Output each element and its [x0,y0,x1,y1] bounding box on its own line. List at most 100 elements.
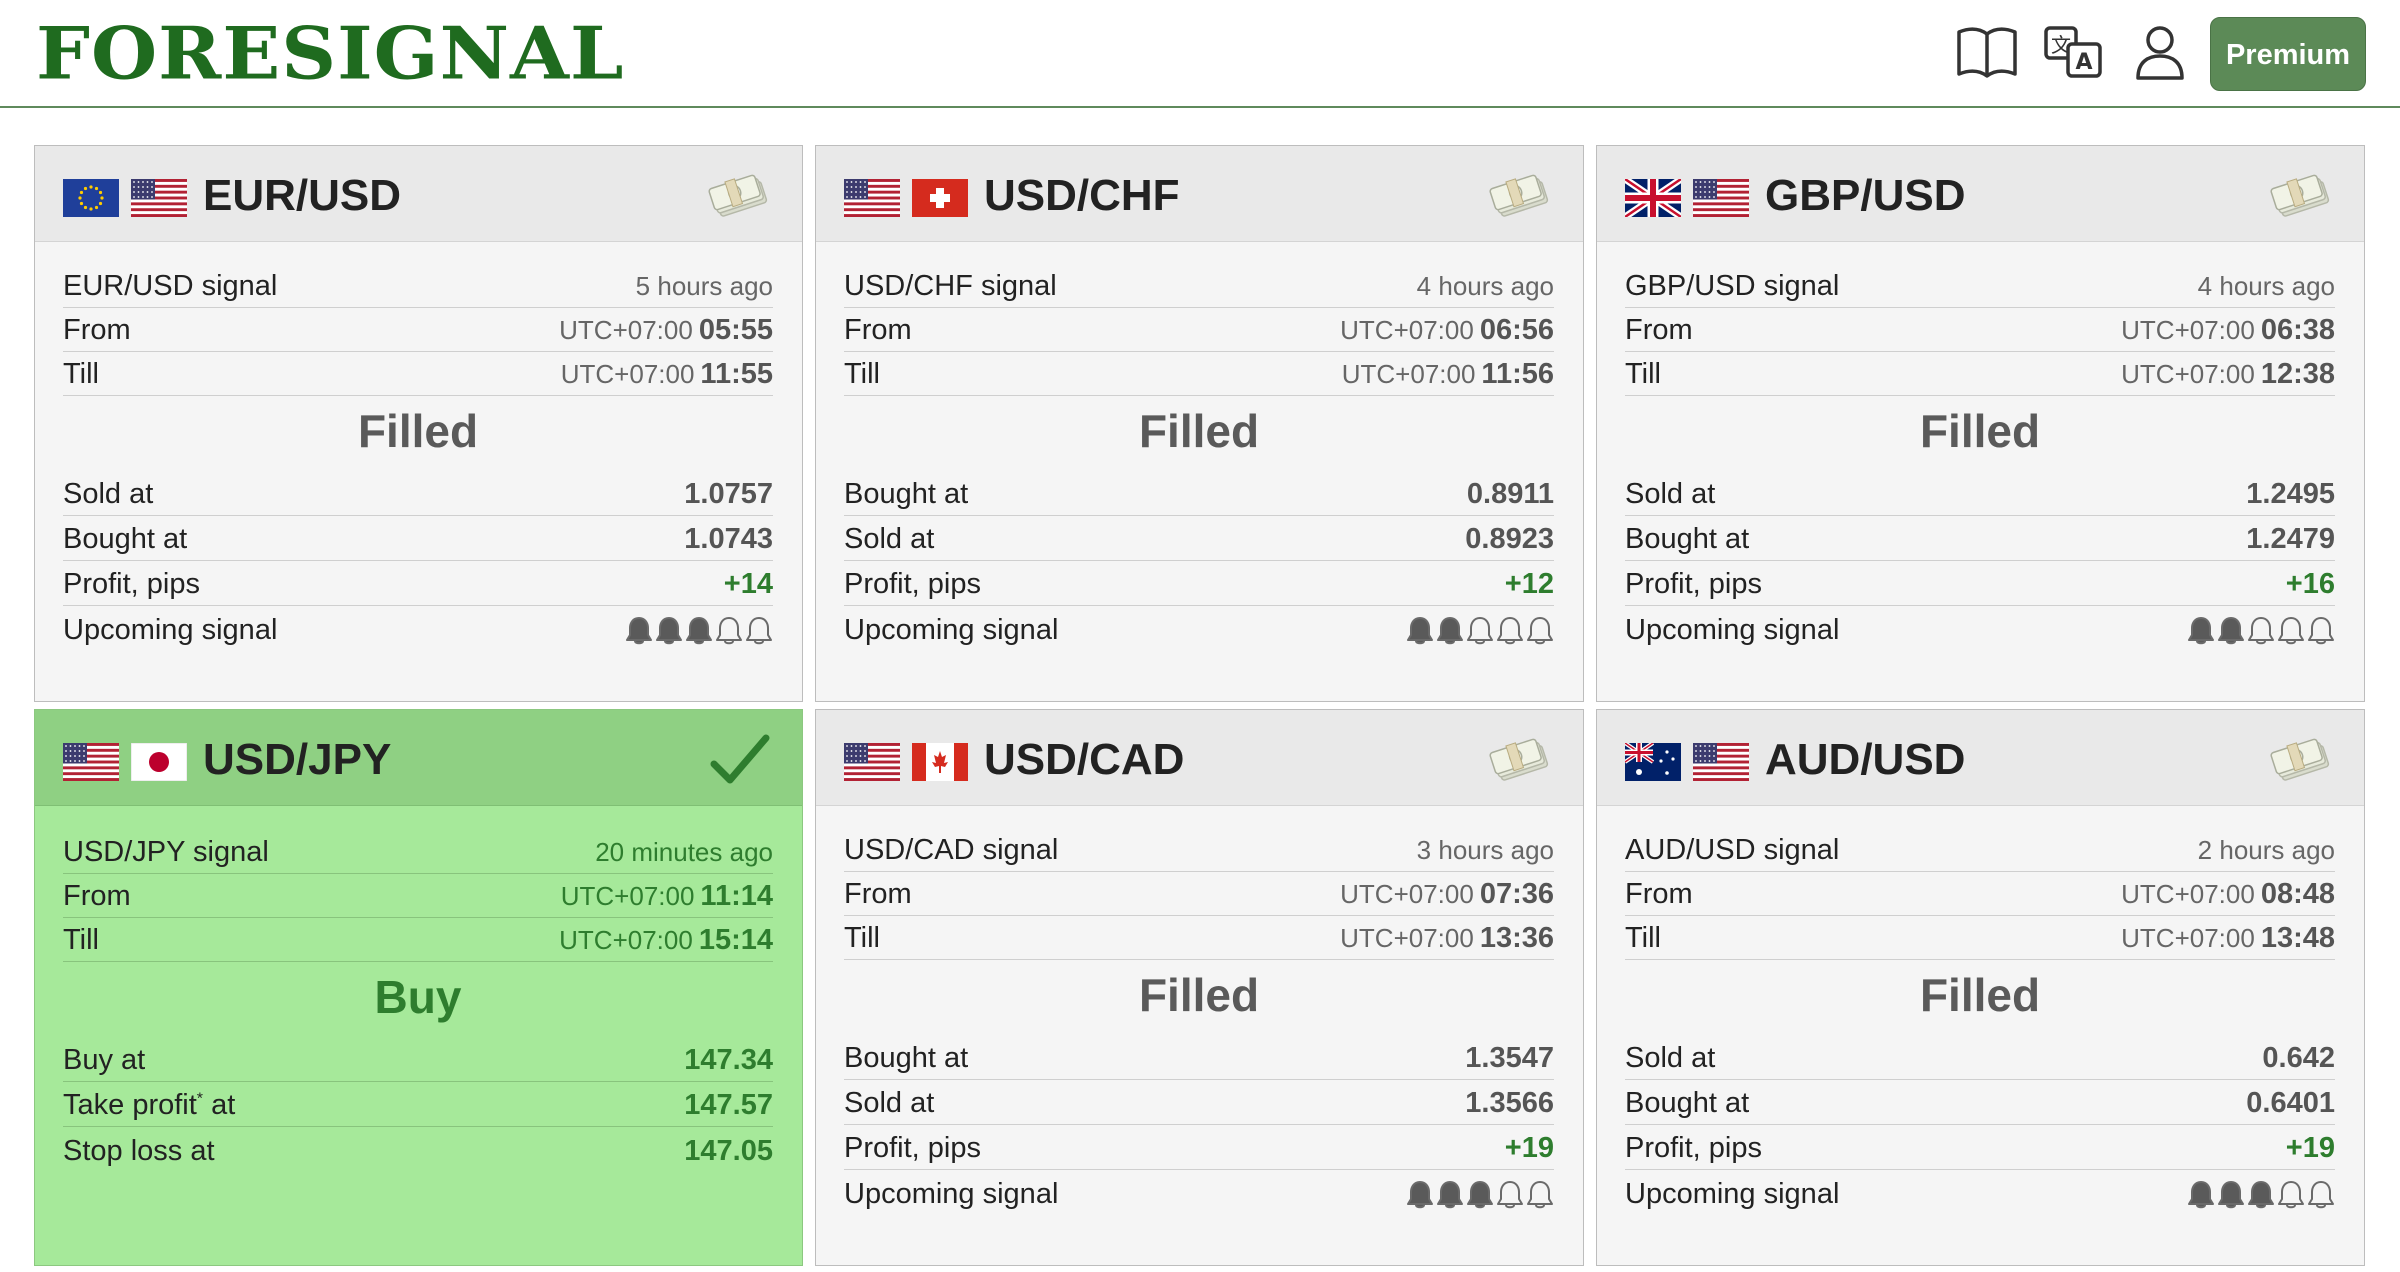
pair-title[interactable]: USD/CAD [984,735,1185,784]
upcoming-signal-meter[interactable] [1406,1179,1554,1209]
upcoming-signal-meter[interactable] [625,615,773,645]
signal-label: USD/CHF signal [844,270,1057,302]
bell-icon [626,617,652,645]
au-flag [1625,743,1681,781]
bell-icon [1407,1181,1433,1209]
signal-label: USD/CAD signal [844,834,1059,866]
row-label: Sold at [1625,478,1716,510]
translate-icon[interactable]: 文 A [2042,22,2106,82]
from-timezone: UTC+07:00 [560,881,695,911]
signal-label: AUD/USD signal [1625,834,1840,866]
pair-title[interactable]: EUR/USD [203,171,402,220]
us-flag [844,179,900,217]
signal-card[interactable]: EUR/USD EUR/USD signal 5 hours ago From … [34,145,803,702]
row-label: Sold at [844,523,935,555]
row-label: Profit, pips [844,1132,981,1164]
signal-row: USD/JPY signal 20 minutes ago [63,830,773,874]
bell-icon [1407,617,1433,645]
signal-status: Filled [357,405,479,457]
signal-card[interactable]: USD/CAD USD/CAD signal 3 hours ago From … [815,709,1584,1266]
detail-row: Take profit* at 147.57 [63,1083,773,1127]
signal-card[interactable]: USD/JPY USD/JPY signal 20 minutes ago Fr… [34,709,803,1266]
user-icon[interactable] [2128,22,2192,82]
book-icon[interactable] [1955,22,2019,82]
bell-icon [2188,617,2214,645]
row-label: Bought at [1625,523,1750,555]
money-icon [2270,732,2334,788]
till-row: Till UTC+07:00 12:38 [1625,352,2335,396]
row-value: 147.57 [684,1089,773,1121]
upcoming-signal-meter[interactable] [2187,1179,2335,1209]
from-timezone: UTC+07:00 [2121,315,2255,345]
from-time: 11:14 [700,880,773,912]
row-value: 1.3566 [1465,1087,1554,1119]
us-flag [1693,743,1749,781]
card-header: AUD/USD [1597,710,2364,806]
till-label: Till [1625,922,1661,954]
card-header: USD/CHF [816,146,1583,242]
upcoming-signal-meter[interactable] [2187,615,2335,645]
pair-title[interactable]: USD/CHF [984,171,1180,220]
signal-label: EUR/USD signal [63,270,278,302]
till-row: Till UTC+07:00 13:36 [844,916,1554,960]
row-label: Bought at [63,523,188,555]
from-row: From UTC+07:00 08:48 [1625,872,2335,916]
row-value: +12 [1504,568,1554,600]
row-label: Profit, pips [1625,568,1762,600]
row-label: Sold at [844,1087,935,1119]
detail-row: Profit, pips +19 [1625,1126,2335,1170]
upcoming-signal-meter[interactable] [1406,615,1554,645]
row-value: +16 [2285,568,2335,600]
upcoming-label: Upcoming signal [844,1178,1059,1210]
bell-icon [1497,617,1523,645]
upcoming-label: Upcoming signal [844,614,1059,646]
upcoming-label: Upcoming signal [1625,614,1840,646]
detail-row: Bought at 0.8911 [844,472,1554,516]
till-label: Till [844,922,880,954]
money-icon [708,168,772,224]
signal-card[interactable]: AUD/USD AUD/USD signal 2 hours ago From … [1596,709,2365,1266]
signal-status: Filled [1138,405,1260,457]
detail-row: Buy at 147.34 [63,1038,773,1082]
row-value: 1.2495 [2246,478,2335,510]
signal-status: Filled [1919,405,2041,457]
row-value: 1.0757 [684,478,773,510]
pair-title[interactable]: AUD/USD [1765,735,1966,784]
bell-icon [2248,1181,2274,1209]
card-header: GBP/USD [1597,146,2364,242]
row-label-suffix: at [203,1089,236,1121]
detail-row: Sold at 1.0757 [63,472,773,516]
signal-card[interactable]: GBP/USD GBP/USD signal 4 hours ago From … [1596,145,2365,702]
bell-icon [2218,617,2244,645]
bell-icon [2218,1181,2244,1209]
pair-title[interactable]: GBP/USD [1765,171,1966,220]
footnote-mark: * [196,1090,204,1108]
upcoming-label: Upcoming signal [63,614,278,646]
detail-row: Bought at 1.0743 [63,517,773,561]
row-value: 0.642 [2262,1042,2335,1074]
till-label: Till [63,358,99,390]
detail-row: Profit, pips +12 [844,562,1554,606]
row-label: Bought at [844,1042,969,1074]
bell-icon [1527,1181,1553,1209]
till-timezone: UTC+07:00 [559,925,693,955]
row-value: 1.2479 [2246,523,2335,555]
bell-icon [1467,617,1493,645]
ca-flag [912,743,968,781]
upcoming-label: Upcoming signal [1625,1178,1840,1210]
signal-label: USD/JPY signal [63,836,269,868]
upcoming-row: Upcoming signal [63,607,773,651]
row-value: +14 [723,568,773,600]
pair-title[interactable]: USD/JPY [203,735,392,784]
from-label: From [844,314,912,346]
row-value: 1.0743 [684,523,773,555]
bell-icon [1437,1181,1463,1209]
signal-card[interactable]: USD/CHF USD/CHF signal 4 hours ago From … [815,145,1584,702]
site-logo[interactable]: FORESIGNAL [36,11,625,96]
row-value: +19 [1504,1132,1554,1164]
detail-row: Sold at 1.2495 [1625,472,2335,516]
row-label: Profit, pips [844,568,981,600]
row-label: Sold at [63,478,154,510]
premium-button[interactable]: Premium [2210,17,2366,91]
row-label: Bought at [1625,1087,1750,1119]
